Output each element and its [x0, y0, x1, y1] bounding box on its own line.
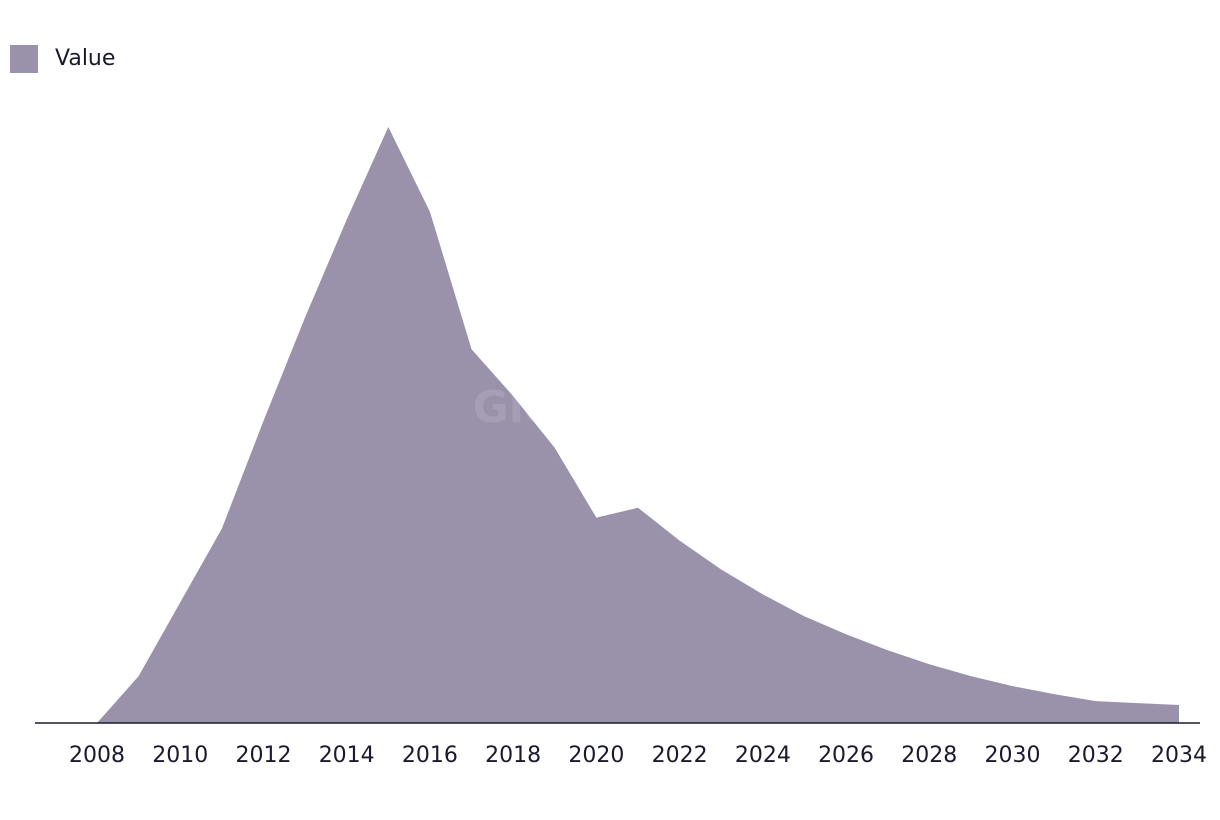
x-tick-label: 2010 — [152, 743, 208, 768]
x-tick-label: 2008 — [69, 743, 125, 768]
x-tick-label: 2028 — [901, 743, 957, 768]
x-tick-label: 2018 — [485, 743, 541, 768]
watermark: GlobalData — [473, 382, 748, 433]
area — [97, 126, 1179, 723]
legend-label: Value — [55, 46, 115, 71]
x-tick-label: 2016 — [402, 743, 458, 768]
x-tick-label: 2030 — [985, 743, 1041, 768]
x-tick-label: 2026 — [818, 743, 874, 768]
x-tick-label: 2012 — [235, 743, 291, 768]
x-tick-label: 2024 — [735, 743, 791, 768]
x-tick-label: 2020 — [568, 743, 624, 768]
x-tick-label: 2032 — [1068, 743, 1124, 768]
x-tick-label: 2022 — [652, 743, 708, 768]
legend-swatch — [10, 45, 38, 73]
x-tick-label: 2034 — [1151, 743, 1207, 768]
x-tick-label: 2014 — [319, 743, 375, 768]
